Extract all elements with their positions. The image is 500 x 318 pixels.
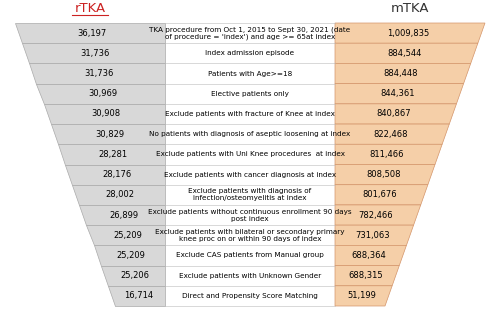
Text: 884,448: 884,448 <box>384 69 418 78</box>
Text: 28,002: 28,002 <box>106 190 135 199</box>
Text: Elective patients only: Elective patients only <box>211 91 289 97</box>
Polygon shape <box>72 185 165 205</box>
Polygon shape <box>335 23 485 43</box>
Text: Exclude patients with Uni Knee procedures  at index: Exclude patients with Uni Knee procedure… <box>156 151 344 157</box>
Text: Exclude patients with Unknown Gender: Exclude patients with Unknown Gender <box>179 273 321 279</box>
Polygon shape <box>335 84 464 104</box>
Text: mTKA: mTKA <box>391 2 429 15</box>
Text: 28,281: 28,281 <box>98 150 128 159</box>
Polygon shape <box>335 245 406 266</box>
Polygon shape <box>30 63 165 84</box>
Text: 884,544: 884,544 <box>388 49 422 58</box>
Polygon shape <box>58 144 165 164</box>
Text: Exclude patients with cancer diagnosis at index: Exclude patients with cancer diagnosis a… <box>164 172 336 178</box>
Text: 30,969: 30,969 <box>88 89 117 98</box>
Text: Direct and Propensity Score Matching: Direct and Propensity Score Matching <box>182 293 318 299</box>
Polygon shape <box>335 205 420 225</box>
Text: 28,176: 28,176 <box>102 170 132 179</box>
Text: 782,466: 782,466 <box>359 211 394 219</box>
Polygon shape <box>65 164 165 185</box>
Text: Exclude patients with bilateral or secondary primary
knee proc on or within 90 d: Exclude patients with bilateral or secon… <box>155 229 345 242</box>
Polygon shape <box>335 63 470 84</box>
Polygon shape <box>335 164 435 185</box>
Text: 822,468: 822,468 <box>373 130 408 139</box>
Text: 688,364: 688,364 <box>352 251 386 260</box>
Text: 25,206: 25,206 <box>120 271 149 280</box>
Polygon shape <box>22 43 165 63</box>
Polygon shape <box>50 124 165 144</box>
Text: No patients with diagnosis of aseptic loosening at index: No patients with diagnosis of aseptic lo… <box>150 131 350 137</box>
Text: 31,736: 31,736 <box>80 49 110 58</box>
Text: 731,063: 731,063 <box>355 231 390 240</box>
Text: Index admission episode: Index admission episode <box>206 50 294 56</box>
Polygon shape <box>335 43 478 63</box>
Text: Exclude patients with diagnosis of
infection/osteomyelitis at index: Exclude patients with diagnosis of infec… <box>188 188 312 201</box>
Polygon shape <box>335 185 428 205</box>
Text: 26,899: 26,899 <box>110 211 138 219</box>
Polygon shape <box>108 286 165 306</box>
Text: 51,199: 51,199 <box>348 291 376 301</box>
Polygon shape <box>335 104 456 124</box>
Polygon shape <box>335 124 450 144</box>
Text: 16,714: 16,714 <box>124 291 153 301</box>
Text: 30,829: 30,829 <box>95 130 124 139</box>
Polygon shape <box>44 104 165 124</box>
Text: 1,009,835: 1,009,835 <box>387 29 430 38</box>
Text: TKA procedure from Oct 1, 2015 to Sept 30, 2021 (date
of procedure = 'index') an: TKA procedure from Oct 1, 2015 to Sept 3… <box>150 26 350 40</box>
Polygon shape <box>335 266 400 286</box>
Polygon shape <box>36 84 165 104</box>
Polygon shape <box>80 205 165 225</box>
Text: 30,908: 30,908 <box>92 109 120 119</box>
Text: 688,315: 688,315 <box>348 271 382 280</box>
Polygon shape <box>335 144 442 164</box>
Polygon shape <box>15 23 165 43</box>
Text: 808,508: 808,508 <box>366 170 400 179</box>
Text: 811,466: 811,466 <box>370 150 404 159</box>
Polygon shape <box>335 225 413 245</box>
Polygon shape <box>86 225 165 245</box>
Text: Exclude CAS patients from Manual group: Exclude CAS patients from Manual group <box>176 252 324 259</box>
Text: 25,209: 25,209 <box>116 251 146 260</box>
Text: 31,736: 31,736 <box>84 69 114 78</box>
Polygon shape <box>94 245 165 266</box>
Text: Patients with Age>=18: Patients with Age>=18 <box>208 71 292 77</box>
Text: 801,676: 801,676 <box>362 190 397 199</box>
Polygon shape <box>100 266 165 286</box>
Text: Exclude patients without continuous enrollment 90 days
post index: Exclude patients without continuous enro… <box>148 209 352 222</box>
Text: Exclude patients with fracture of Knee at index: Exclude patients with fracture of Knee a… <box>165 111 335 117</box>
Text: rTKA: rTKA <box>74 2 106 15</box>
Text: 844,361: 844,361 <box>380 89 415 98</box>
Text: 36,197: 36,197 <box>77 29 106 38</box>
Text: 25,209: 25,209 <box>113 231 142 240</box>
Text: 840,867: 840,867 <box>376 109 411 119</box>
Polygon shape <box>335 286 392 306</box>
